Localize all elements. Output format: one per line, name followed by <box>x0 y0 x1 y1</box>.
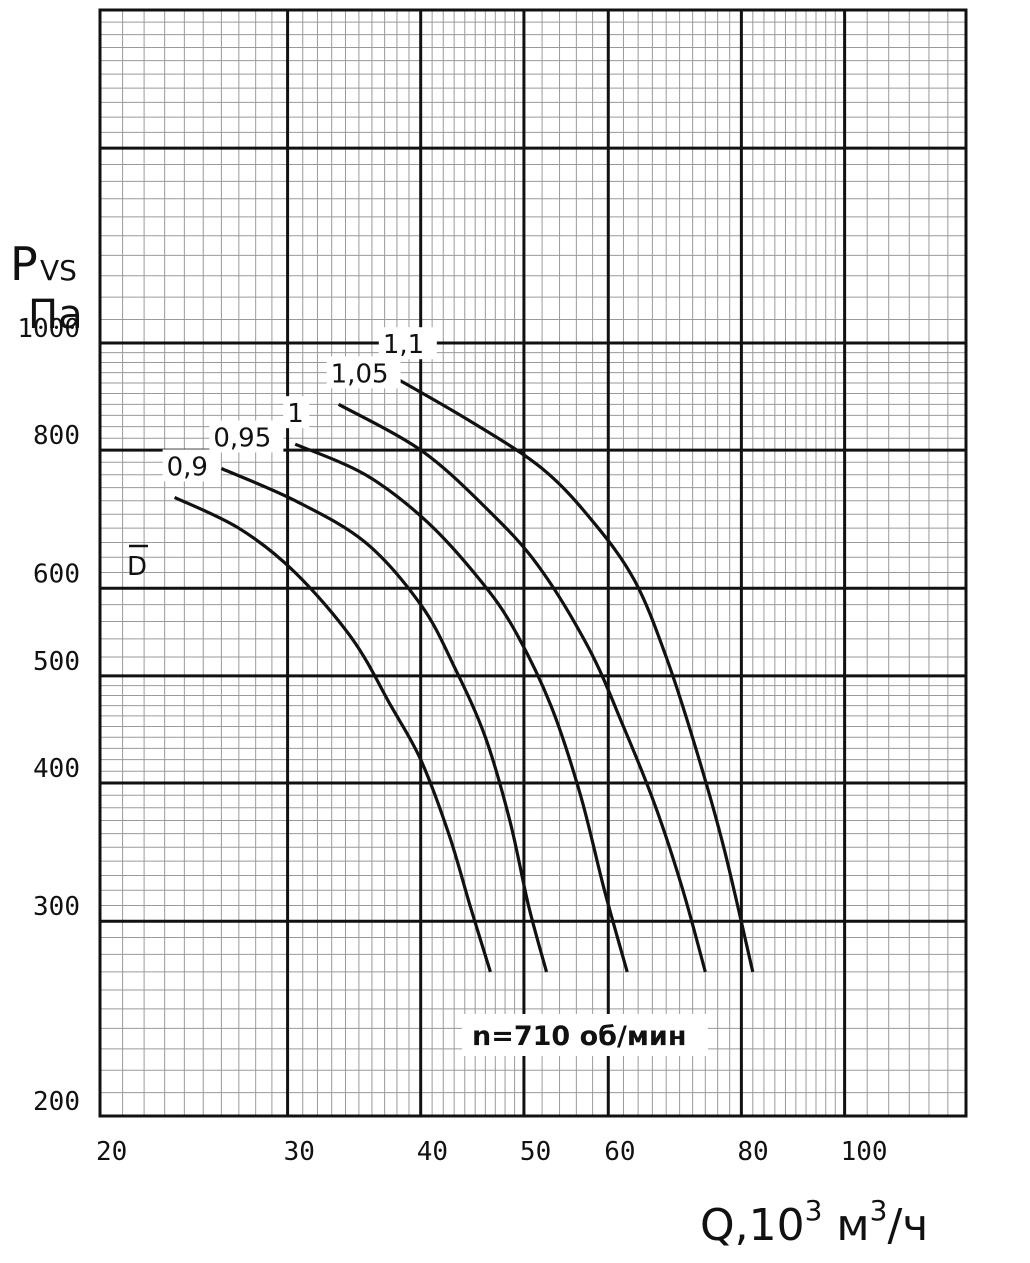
x-axis-label-exp1: 3 <box>805 1194 823 1227</box>
y-tick-label: 400 <box>33 754 80 784</box>
x-axis-label-exp2: 3 <box>870 1194 888 1227</box>
x-tick-label: 20 <box>96 1137 127 1167</box>
legend-symbol: D <box>127 552 147 582</box>
speed-annotation: n=710 об/мин <box>472 1021 687 1052</box>
y-tick-label: 600 <box>33 559 80 589</box>
series-label-bg <box>162 449 221 482</box>
series-label: 0,9 <box>167 452 208 482</box>
y-axis-label-sub: VS <box>40 254 77 287</box>
x-tick-label: 40 <box>417 1137 448 1167</box>
series-label: 1,05 <box>331 359 389 389</box>
y-axis-label-main: P <box>10 237 38 291</box>
y-tick-label: 500 <box>33 647 80 677</box>
x-tick-labels: 20 30 40 50 60 80 100 <box>96 1137 888 1167</box>
series-line-0 <box>173 495 492 973</box>
series-label-bg <box>326 356 401 389</box>
x-axis-label-end: /ч <box>887 1200 928 1251</box>
series-line-4 <box>389 373 755 973</box>
y-tick-label: 800 <box>33 421 80 451</box>
series-label: 0,95 <box>213 423 271 453</box>
series-line-1 <box>220 467 549 973</box>
y-tick-label: 1000 <box>17 314 80 344</box>
y-tick-labels: 200 300 400 500 600 800 1000 <box>17 314 80 1117</box>
y-tick-label: 300 <box>33 892 80 922</box>
major-grid <box>100 10 966 1116</box>
series-label-bg <box>209 420 284 453</box>
pressure-curves <box>173 373 755 973</box>
series-line-3 <box>337 402 707 973</box>
x-tick-label: 60 <box>604 1137 635 1167</box>
series-label: 1,1 <box>383 330 424 360</box>
series-label-bg <box>378 327 437 360</box>
y-tick-label: 200 <box>33 1087 80 1117</box>
series-line-2 <box>294 442 629 973</box>
annotation-background <box>462 1014 708 1056</box>
x-tick-label: 30 <box>284 1137 315 1167</box>
x-axis-label-main: Q,10 <box>700 1200 805 1251</box>
x-tick-label: 100 <box>841 1137 888 1167</box>
minor-grid <box>100 10 966 1116</box>
x-tick-label: 80 <box>737 1137 768 1167</box>
series-label-bg <box>283 396 310 429</box>
x-tick-label: 50 <box>520 1137 551 1167</box>
plot-frame <box>98 8 968 1118</box>
x-axis-label-mid: м <box>822 1200 869 1251</box>
series-label: 1 <box>287 399 304 429</box>
series-labels: 0,90,95 1 1,051,1 <box>162 327 437 482</box>
x-axis-label: Q,103 м3/ч <box>700 1194 928 1251</box>
y-axis-unit: Па <box>28 292 83 338</box>
